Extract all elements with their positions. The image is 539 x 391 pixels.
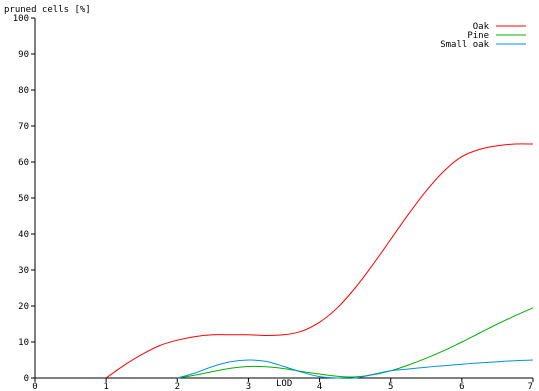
y-tick-label: 0	[24, 374, 29, 384]
x-tick-label: 1	[103, 382, 108, 391]
y-tick-label: 80	[18, 86, 29, 96]
series-line-oak	[105, 143, 534, 379]
x-axis-label: LOD	[276, 379, 292, 389]
x-tick-label: 4	[317, 382, 322, 391]
x-tick-label: 2	[175, 382, 180, 391]
y-tick-label: 60	[18, 158, 29, 168]
x-tick-label: 6	[459, 382, 464, 391]
y-tick-label: 50	[18, 194, 29, 204]
y-tick-label: 70	[18, 122, 29, 132]
series-line-small-oak	[177, 359, 534, 379]
y-tick-label: 100	[13, 14, 29, 24]
x-tick-label: 3	[246, 382, 251, 391]
axes: 0 10 20 30 40 50 60 70 80 90 100 0 1 2 3 4 5 6 7	[13, 14, 534, 391]
y-tick-label: 30	[18, 266, 29, 276]
y-tick-label: 40	[18, 230, 29, 240]
x-tick-label: 5	[388, 382, 393, 391]
legend-label: Oak	[473, 22, 490, 32]
plot-series	[105, 143, 534, 379]
legend-label: Pine	[467, 31, 489, 41]
y-tick-label: 20	[18, 302, 29, 312]
x-tick-label: 7	[528, 382, 533, 391]
legend-label: Small oak	[440, 40, 489, 50]
y-tick-label: 10	[18, 338, 29, 348]
y-tick-label: 90	[18, 50, 29, 60]
y-axis-label: pruned cells [%]	[4, 5, 91, 15]
series-line-pine	[177, 307, 534, 379]
x-tick-label: 0	[32, 382, 37, 391]
